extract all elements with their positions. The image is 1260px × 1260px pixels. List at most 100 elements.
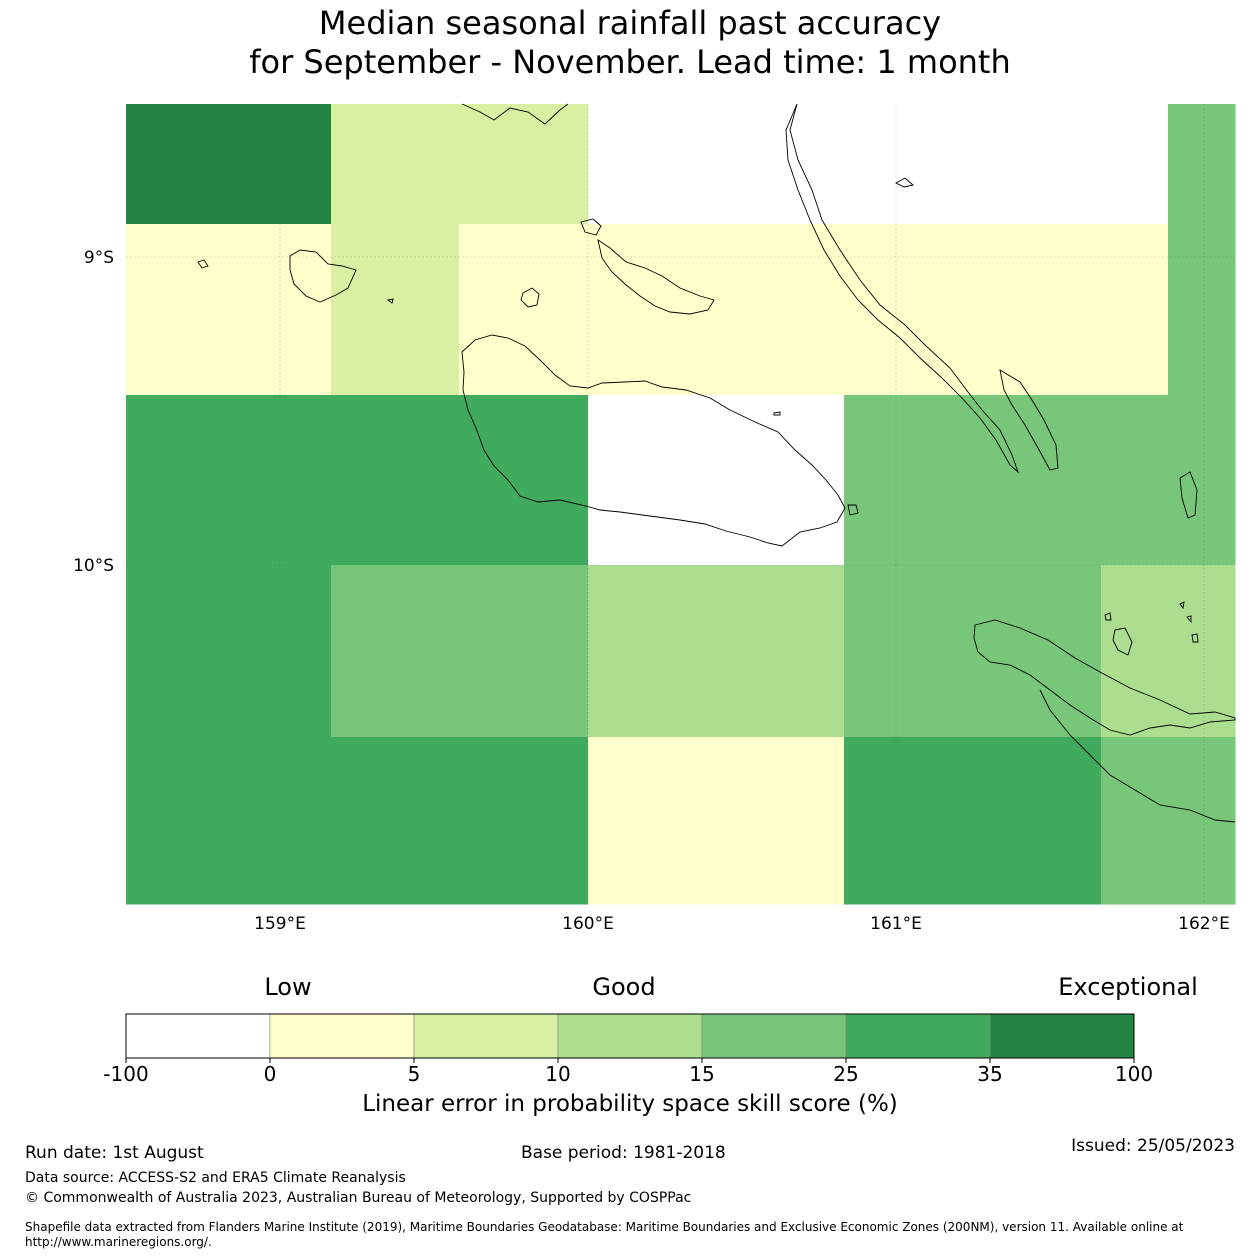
coast-islet-h (847, 504, 859, 516)
grid-cell (844, 565, 973, 738)
colorbar-category-label: Good (592, 973, 655, 1001)
grid-cell (588, 395, 717, 566)
grid-cell (331, 104, 460, 225)
coast-small-malaita (999, 369, 1059, 471)
shapefile-credit: Shapefile data extracted from Flanders M… (25, 1220, 1245, 1250)
lon-label: 162°E (1178, 914, 1230, 934)
data-source: Data source: ACCESS-S2 and ERA5 Climate … (25, 1170, 406, 1186)
grid-cell (1101, 737, 1169, 905)
grid-cell (844, 737, 973, 905)
coast-nggela (597, 239, 715, 315)
grid-cell (1101, 395, 1169, 566)
colorbar-category-label: Exceptional (1058, 973, 1198, 1001)
grid-cell (716, 565, 845, 738)
colorbar-category-label: Low (264, 973, 311, 1001)
shapefile-credit-line-1: Shapefile data extracted from Flanders M… (25, 1220, 1184, 1234)
coast-islet-f (1186, 615, 1192, 624)
lat-label: 10°S (73, 556, 114, 576)
colorbar-outline (125, 1013, 1135, 1059)
coast-islet-a (197, 259, 209, 269)
lon-label: 160°E (562, 914, 614, 934)
lon-label: 159°E (254, 914, 306, 934)
coast-north-top (461, 103, 569, 125)
coast-malaita (785, 103, 1019, 474)
coast-savo (520, 287, 540, 308)
colorbar-axis-label: Linear error in probability space skill … (362, 1091, 898, 1117)
grid-cell (1101, 104, 1169, 225)
coast-islet-c (773, 411, 781, 416)
coast-florida-west (580, 218, 602, 236)
coast-ugi (1112, 627, 1133, 656)
grid-cell (972, 104, 1102, 225)
copyright: © Commonwealth of Australia 2023, Austra… (25, 1190, 692, 1206)
coast-islet-d (1104, 612, 1112, 621)
grid-cell (1168, 104, 1236, 225)
coast-north-islet (895, 177, 914, 188)
grid-cell (459, 565, 589, 738)
grid-cell (972, 737, 1102, 905)
coast-islet-g (1191, 633, 1199, 643)
colorbar-swatch (701, 1013, 847, 1059)
colorbar-tick-label: 0 (264, 1062, 277, 1086)
grid-cell (126, 104, 332, 225)
colorbar-tick-label: 100 (1115, 1062, 1153, 1086)
grid-cell (1101, 224, 1169, 396)
colorbar-tick-label: 25 (833, 1062, 858, 1086)
shapefile-credit-line-2: http://www.marineregions.org/. (25, 1235, 212, 1249)
latitude-labels: 9°S 10°S (73, 248, 114, 576)
skill-grid (126, 104, 1236, 905)
issued-date: Issued: 25/05/2023 (1071, 1136, 1235, 1156)
grid-cell (844, 224, 973, 396)
chart-title: Median seasonal rainfall past accuracy f… (0, 4, 1260, 82)
grid-cell (1168, 395, 1236, 566)
colorbar-swatch (125, 1013, 271, 1059)
title-line-1: Median seasonal rainfall past accuracy (318, 4, 942, 42)
colorbar-tick-label: 5 (408, 1062, 421, 1086)
coastlines (197, 103, 1236, 823)
colorbar-swatch (269, 1013, 415, 1059)
grid-cell (331, 565, 460, 738)
title-line-2: for September - November. Lead time: 1 m… (249, 43, 1011, 81)
grid-cell (972, 565, 1102, 738)
grid-cell (1168, 224, 1236, 396)
grid-cell (844, 104, 973, 225)
colorbar-swatch (557, 1013, 703, 1059)
colorbar-category-labels: Low Good Exceptional (264, 973, 1197, 1001)
grid-cell (459, 224, 589, 396)
grid-cell (126, 395, 332, 566)
grid-cell (1168, 565, 1236, 738)
coast-makira-south (1039, 689, 1236, 823)
grid-cell (331, 737, 460, 905)
grid-cell (716, 737, 845, 905)
grid-cell (716, 395, 845, 566)
longitude-labels: 159°E 160°E 161°E 162°E (254, 914, 1230, 934)
lat-label: 9°S (84, 248, 114, 268)
grid-cell (126, 224, 332, 396)
base-period: Base period: 1981-2018 (521, 1143, 726, 1163)
grid-cell (459, 104, 589, 225)
grid-cell (588, 565, 717, 738)
grid-cell (1101, 565, 1169, 738)
colorbar-tick-label: 35 (977, 1062, 1002, 1086)
lon-label: 161°E (870, 914, 922, 934)
grid-cell (716, 224, 845, 396)
coast-islet-b (386, 298, 394, 304)
grid-cell (844, 395, 973, 566)
grid-cell (588, 224, 717, 396)
grid-cell (588, 104, 717, 225)
coast-guadalcanal (461, 334, 846, 547)
grid-cell (588, 737, 717, 905)
grid-cell (972, 224, 1102, 396)
colorbar-swatch (845, 1013, 991, 1059)
run-date: Run date: 1st August (25, 1143, 204, 1163)
grid-cell (331, 224, 460, 396)
coast-east-islet (1179, 471, 1198, 519)
coast-islet-e (1179, 601, 1185, 610)
grid-cell (331, 395, 460, 566)
colorbar-swatch (989, 1013, 1135, 1059)
grid-cell (459, 395, 589, 566)
coast-russell (289, 249, 357, 303)
coast-makira (973, 619, 1236, 736)
colorbar-tick-label: 15 (689, 1062, 714, 1086)
